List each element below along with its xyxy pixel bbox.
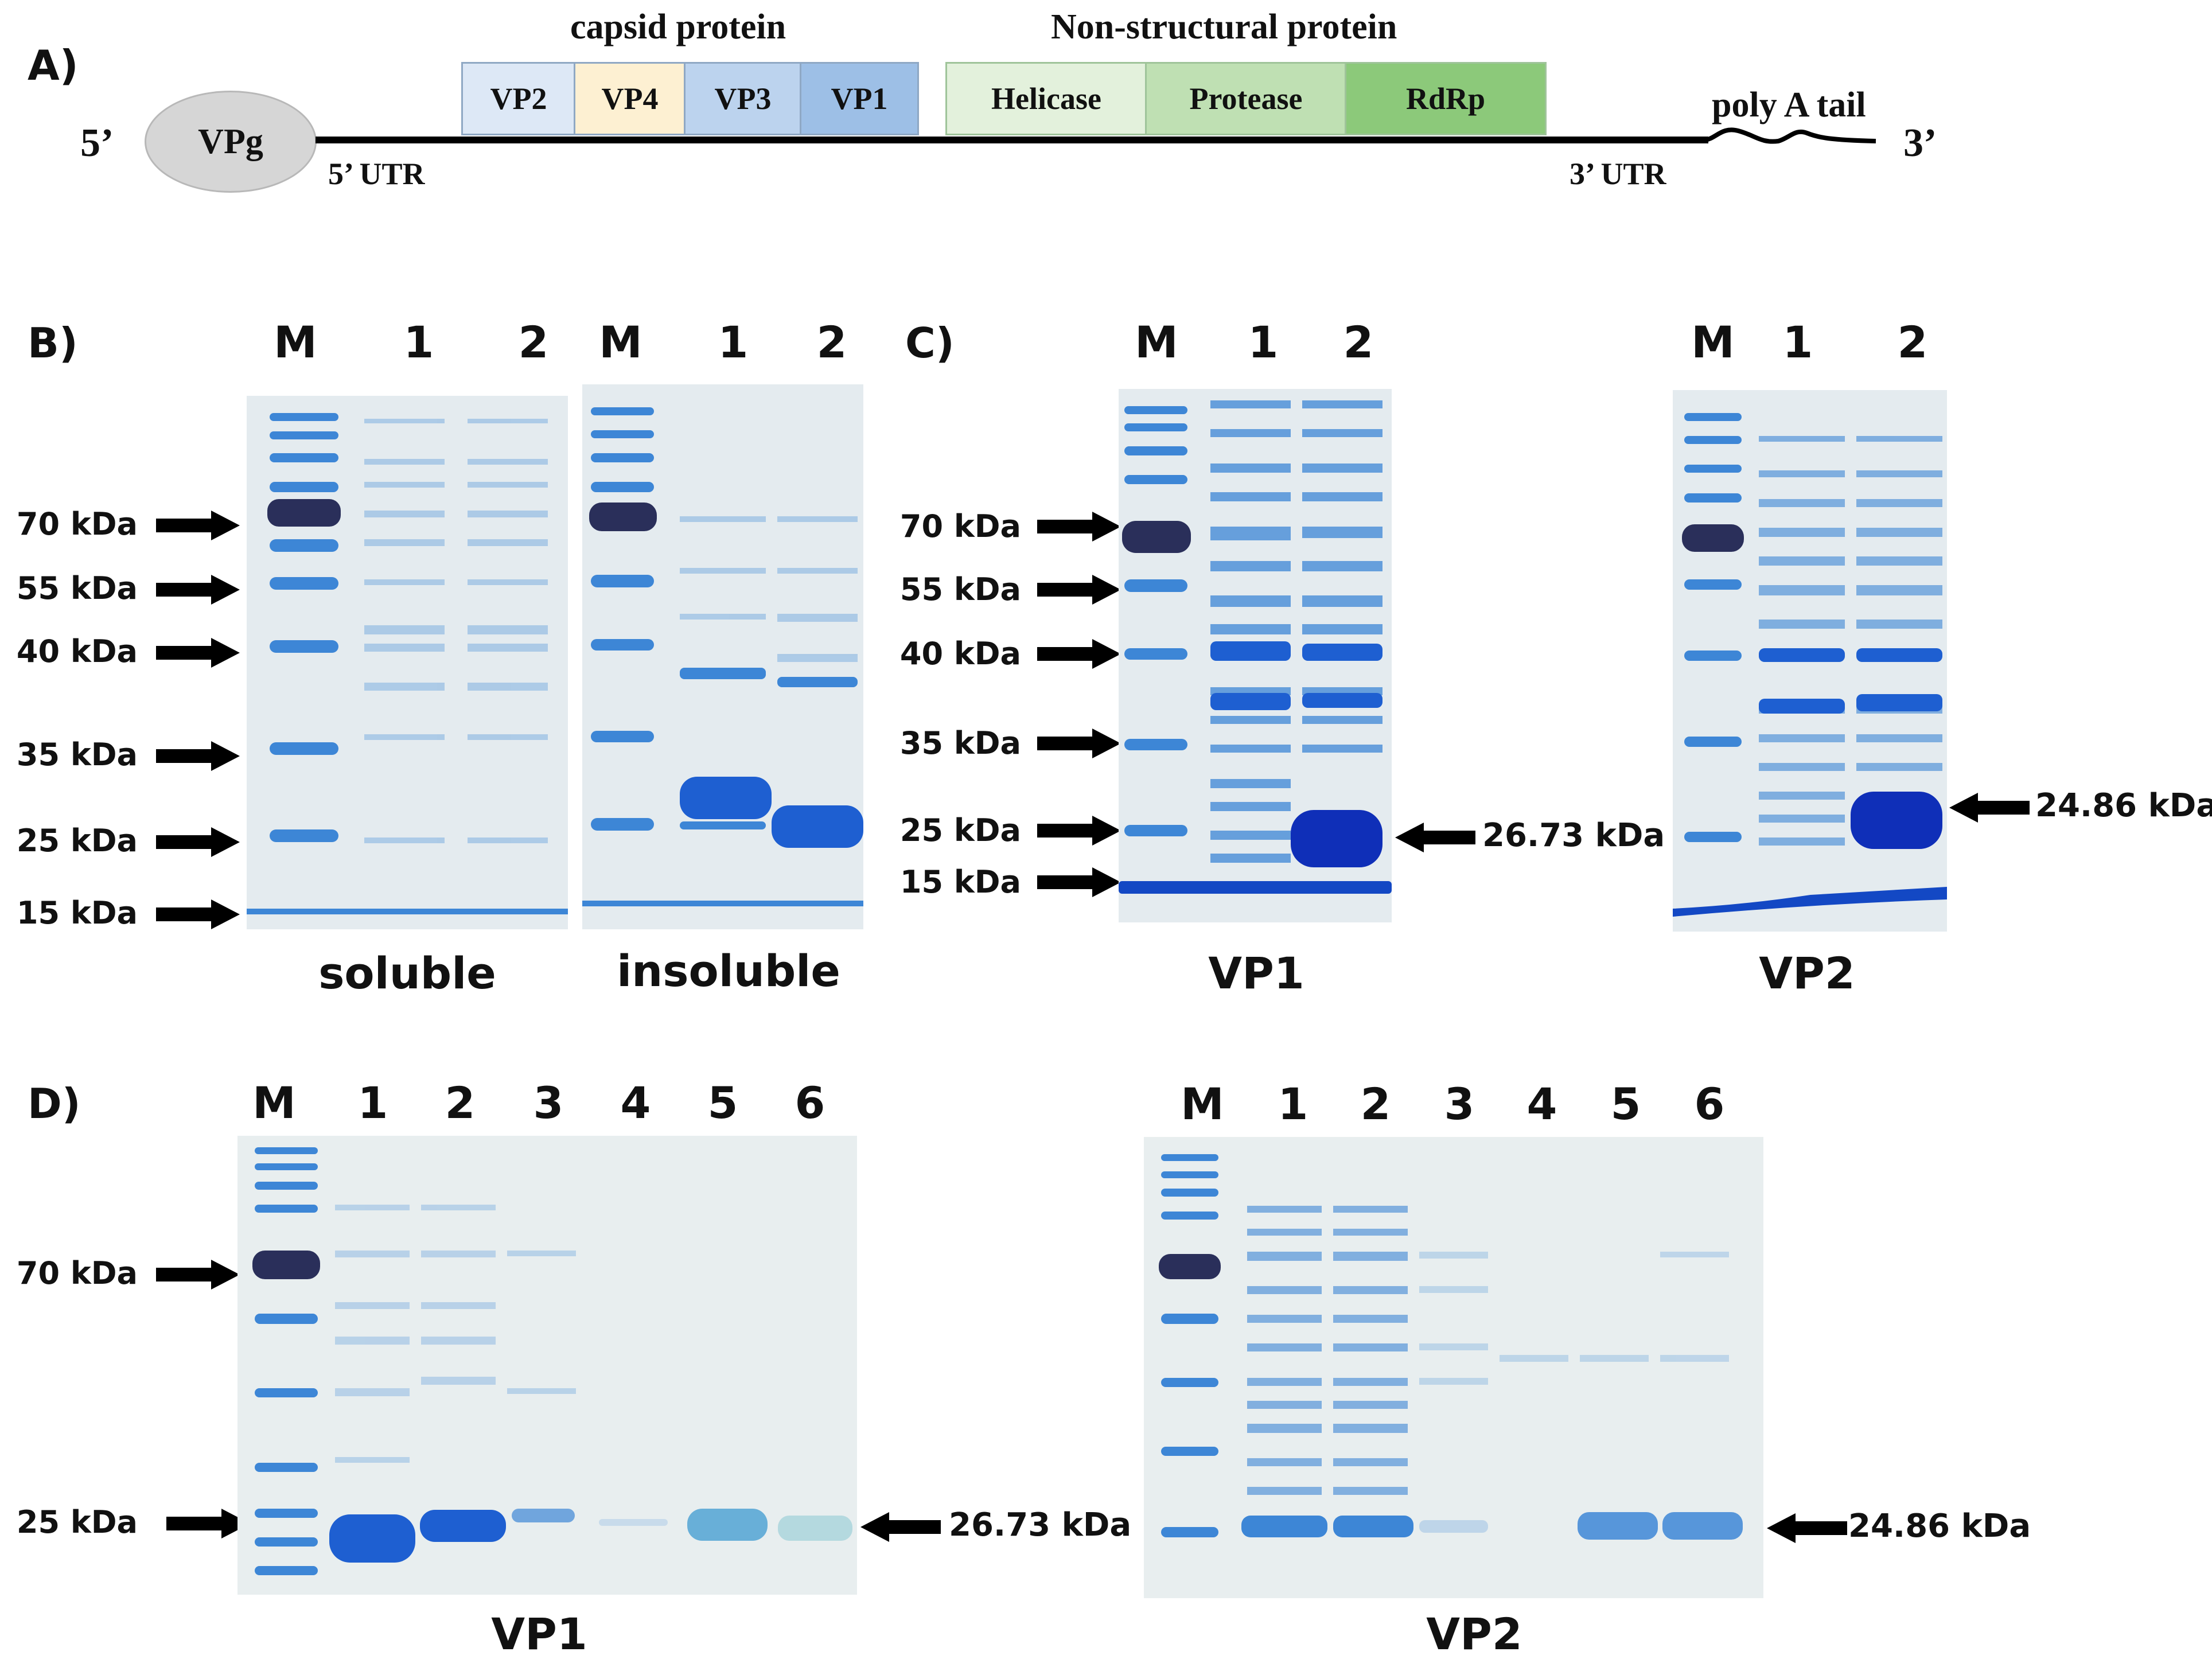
lane-label: 3: [1444, 1078, 1475, 1129]
marker-label: 25 kDa: [16, 823, 138, 859]
lane-label: 2: [1897, 317, 1928, 368]
polya-tail-line: [1704, 127, 1876, 144]
marker-label: 70 kDa: [16, 506, 138, 542]
gel-d-vp2: [1144, 1137, 1763, 1598]
marker-arrow: [156, 899, 240, 929]
marker-label: 25 kDa: [16, 1504, 138, 1540]
vp1-box: VP1: [800, 62, 919, 135]
band-size-label: 26.73 kDa: [1482, 817, 1665, 854]
lane-label: 1: [1782, 317, 1813, 368]
vp4-box: VP4: [574, 62, 686, 135]
band-arrow: [1949, 793, 2030, 823]
band-size-label: 24.86 kDa: [2035, 787, 2212, 824]
panel-d-label: D): [28, 1080, 81, 1128]
lane-label: 1: [357, 1077, 388, 1128]
lane-label: 6: [1694, 1078, 1725, 1129]
panel-a-label: A): [28, 41, 79, 89]
lane-label: M: [274, 317, 317, 368]
marker-arrow: [1037, 575, 1121, 605]
gel-caption: soluble: [318, 948, 496, 999]
genome-five-prime-label: 5’: [80, 121, 114, 165]
lane-label: 4: [1526, 1078, 1557, 1129]
gel-d-vp1: [237, 1136, 857, 1595]
rdrp-box: RdRp: [1345, 62, 1547, 135]
panel-b-label: B): [28, 319, 78, 367]
band-arrow: [1767, 1513, 1847, 1543]
lane-label: 2: [518, 317, 549, 368]
gel-c-vp1: [1119, 389, 1392, 922]
marker-arrow: [156, 741, 240, 771]
lane-label: 5: [1610, 1078, 1641, 1129]
marker-label: 70 kDa: [899, 508, 1021, 544]
marker-label: 55 kDa: [899, 571, 1021, 607]
vpg-oval: VPg: [145, 91, 317, 193]
marker-label: 40 kDa: [16, 633, 138, 669]
marker-arrow: [1037, 729, 1121, 758]
marker-label: 35 kDa: [16, 737, 138, 773]
marker-label: 25 kDa: [899, 812, 1021, 848]
gel-caption: VP2: [1426, 1608, 1522, 1660]
band-size-label: 24.86 kDa: [1848, 1508, 2031, 1545]
lane-label: 2: [445, 1077, 476, 1128]
marker-label: 55 kDa: [16, 570, 138, 606]
marker-arrow: [1037, 512, 1121, 542]
lane-label: 6: [795, 1077, 825, 1128]
nonstructural-protein-title: Non-structural protein: [1051, 7, 1397, 46]
marker-arrow: [156, 827, 240, 857]
gel-caption: VP1: [491, 1608, 587, 1660]
vp3-box: VP3: [684, 62, 802, 135]
gel-b-insoluble: [582, 384, 863, 929]
polya-label: poly A tail: [1712, 85, 1866, 124]
marker-arrow: [156, 638, 240, 668]
marker-arrow: [156, 575, 240, 605]
lane-label: 2: [816, 317, 847, 368]
genome-line: [316, 137, 1708, 143]
protease-box: Protease: [1145, 62, 1347, 135]
lane-label: 2: [1360, 1078, 1391, 1129]
band-size-label: 26.73 kDa: [949, 1506, 1132, 1544]
marker-arrow: [1037, 816, 1121, 846]
gel-c-vp2: [1673, 390, 1947, 932]
marker-arrow: [156, 1260, 240, 1290]
lane-label: 4: [620, 1077, 651, 1128]
lane-label: 1: [718, 317, 749, 368]
band-arrow: [1395, 823, 1475, 852]
marker-label: 70 kDa: [16, 1255, 138, 1291]
marker-arrow: [166, 1509, 250, 1538]
gel-caption: insoluble: [617, 945, 840, 996]
lane-label: M: [1691, 317, 1735, 368]
gel-caption: VP2: [1759, 948, 1855, 999]
lane-label: M: [599, 317, 642, 368]
marker-label: 15 kDa: [899, 864, 1021, 900]
gel-b-soluble: [247, 396, 568, 929]
lane-label: M: [252, 1077, 296, 1128]
vpg-label: VPg: [198, 122, 263, 161]
marker-arrow: [1037, 867, 1121, 897]
marker-arrow: [1037, 639, 1121, 669]
utr3-label: 3’ UTR: [1570, 157, 1666, 191]
lane-label: M: [1135, 317, 1178, 368]
marker-label: 35 kDa: [899, 725, 1021, 761]
lane-label: 1: [1278, 1078, 1308, 1129]
marker-arrow: [156, 511, 240, 540]
genome-three-prime-label: 3’: [1903, 121, 1937, 165]
lane-label: 1: [1248, 317, 1279, 368]
lane-label: 2: [1343, 317, 1374, 368]
vp2-box: VP2: [461, 62, 576, 135]
marker-lane: [247, 413, 568, 914]
gel-caption: VP1: [1208, 948, 1304, 999]
marker-label: 15 kDa: [16, 895, 138, 931]
lane-label: 5: [707, 1077, 738, 1128]
marker-label: 40 kDa: [899, 636, 1021, 672]
panel-c-label: C): [905, 319, 955, 367]
lane-label: M: [1181, 1078, 1224, 1129]
lane-label: 1: [403, 317, 434, 368]
capsid-protein-title: capsid protein: [570, 7, 786, 46]
utr5-label: 5’ UTR: [328, 157, 425, 191]
helicase-box: Helicase: [945, 62, 1147, 135]
band-arrow: [860, 1512, 941, 1542]
lane-label: 3: [533, 1077, 564, 1128]
